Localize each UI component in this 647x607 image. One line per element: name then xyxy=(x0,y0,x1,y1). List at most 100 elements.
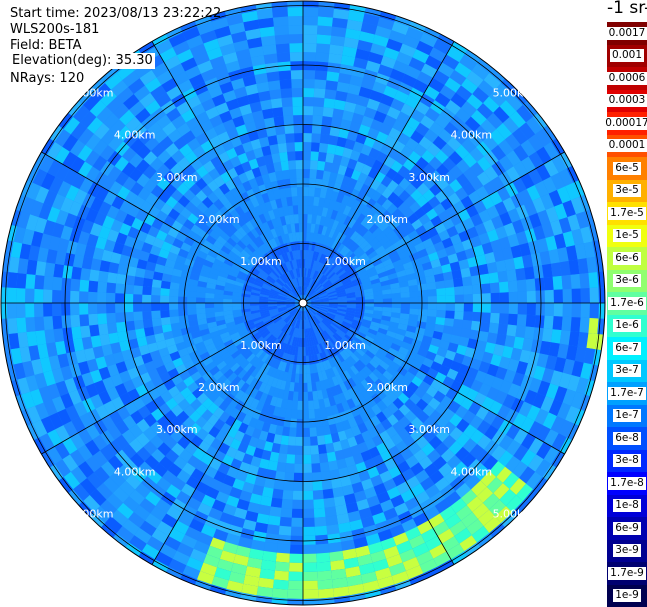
range-gate-cell xyxy=(291,308,298,317)
range-gate-cell xyxy=(345,266,355,275)
range-gate-cell xyxy=(350,274,360,282)
range-gate-cell xyxy=(436,177,450,191)
range-gate-cell xyxy=(98,366,111,381)
range-gate-cell xyxy=(357,152,369,165)
range-gate-cell xyxy=(528,151,544,169)
range-gate-cell xyxy=(187,314,198,322)
range-gate-cell xyxy=(190,435,204,448)
range-gate-cell xyxy=(445,287,455,296)
range-gate-cell xyxy=(318,142,329,153)
range-gate-cell xyxy=(175,231,187,243)
range-gate-cell xyxy=(261,449,272,461)
range-gate-cell xyxy=(297,286,301,296)
range-gate-cell xyxy=(356,202,367,214)
range-gate-cell xyxy=(231,562,248,575)
range-gate-cell xyxy=(225,278,236,285)
range-gate-cell xyxy=(338,326,348,335)
range-gate-cell xyxy=(382,356,393,366)
range-gate-cell xyxy=(151,62,169,78)
range-gate-cell xyxy=(222,474,236,487)
range-gate-cell xyxy=(182,504,198,519)
range-gate-cell xyxy=(100,499,117,517)
range-gate-cell xyxy=(343,380,352,391)
range-gate-cell xyxy=(199,245,211,255)
range-gate-cell xyxy=(292,269,297,279)
range-gate-cell xyxy=(241,223,251,234)
range-gate-cell xyxy=(548,248,560,264)
range-gate-cell xyxy=(429,170,443,184)
range-gate-cell xyxy=(229,155,242,168)
range-gate-cell xyxy=(476,171,491,186)
range-gate-cell xyxy=(370,212,381,224)
range-gate-cell xyxy=(346,291,356,297)
range-gate-cell xyxy=(369,274,380,282)
range-gate-cell xyxy=(395,351,407,361)
range-gate-cell xyxy=(207,321,218,329)
range-gate-cell xyxy=(195,460,209,474)
range-gate-cell xyxy=(258,164,269,176)
range-gate-cell xyxy=(435,428,450,443)
range-gate-cell xyxy=(489,312,500,324)
range-gate-cell xyxy=(295,160,303,170)
range-gate-cell xyxy=(400,376,412,388)
range-gate-cell xyxy=(252,334,262,343)
range-gate-cell xyxy=(434,149,449,164)
range-gate-cell xyxy=(216,72,231,86)
range-gate-cell xyxy=(298,382,303,392)
range-gate-cell xyxy=(391,570,410,585)
range-gate-cell xyxy=(273,268,281,277)
range-gate-cell xyxy=(107,229,120,243)
range-gate-cell xyxy=(436,248,448,259)
range-gate-cell xyxy=(149,157,164,172)
range-gate-cell xyxy=(169,295,179,303)
range-gate-cell xyxy=(271,152,281,164)
range-gate-cell xyxy=(292,278,297,288)
range-gate-cell xyxy=(245,199,255,211)
range-gate-cell xyxy=(287,580,303,590)
range-gate-cell xyxy=(412,79,429,94)
range-gate-cell xyxy=(510,245,523,259)
range-gate-cell xyxy=(115,171,130,186)
range-gate-cell xyxy=(332,486,344,498)
range-gate-cell xyxy=(295,287,300,296)
range-gate-cell xyxy=(323,280,332,288)
range-gate-cell xyxy=(272,283,282,290)
range-gate-cell xyxy=(512,372,525,387)
range-gate-cell xyxy=(398,346,409,356)
range-gate-cell xyxy=(522,98,541,117)
range-gate-cell xyxy=(269,347,277,357)
range-gate-cell xyxy=(292,309,299,317)
range-gate-cell xyxy=(347,329,357,337)
range-gate-cell xyxy=(272,348,279,359)
range-gate-cell xyxy=(322,425,331,436)
range-gate-cell xyxy=(303,553,317,563)
range-gate-cell xyxy=(365,233,376,244)
range-gate-cell xyxy=(129,167,143,182)
range-gate-cell xyxy=(112,486,130,503)
range-gate-cell xyxy=(332,441,343,452)
range-gate-cell xyxy=(250,344,260,354)
range-gate-cell xyxy=(493,482,510,500)
range-gate-cell xyxy=(407,381,419,393)
range-gate-cell xyxy=(310,142,320,152)
range-gate-cell xyxy=(444,279,455,289)
range-gate-cell xyxy=(253,147,264,159)
range-gate-cell xyxy=(267,190,276,202)
range-gate-cell xyxy=(419,231,431,243)
range-gate-cell xyxy=(282,324,289,333)
range-gate-cell xyxy=(342,447,353,459)
range-gate-cell xyxy=(259,233,268,244)
range-gate-cell xyxy=(77,444,93,462)
range-gate-cell xyxy=(263,478,275,489)
colorbar-swatch: 1e-8 xyxy=(607,494,647,517)
range-gate-cell xyxy=(360,516,376,529)
range-gate-cell xyxy=(306,259,310,269)
range-gate-cell xyxy=(81,256,93,270)
range-gate-cell xyxy=(254,475,266,487)
range-gate-cell xyxy=(297,250,301,260)
range-gate-cell xyxy=(470,320,482,332)
range-gate-cell xyxy=(554,233,567,249)
range-gate-cell xyxy=(372,227,383,238)
range-gate-cell xyxy=(247,272,258,279)
range-gate-cell xyxy=(226,359,237,369)
